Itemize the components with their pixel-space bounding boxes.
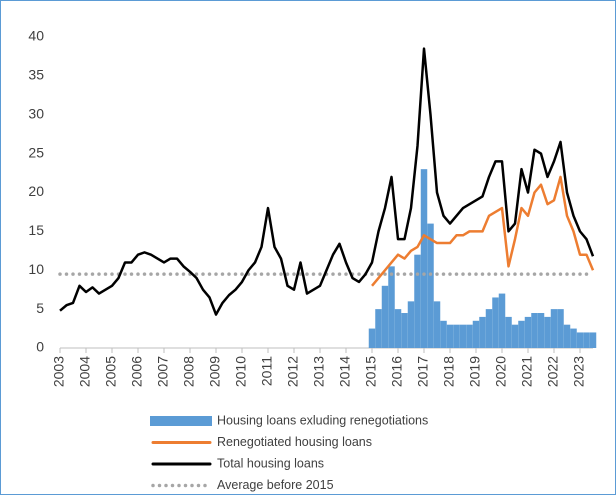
bar (401, 313, 408, 348)
bar (440, 320, 447, 348)
bar (583, 332, 590, 348)
bar (381, 285, 389, 348)
bar (420, 169, 428, 348)
bar (446, 324, 454, 348)
bar (407, 301, 415, 348)
bar (537, 313, 545, 348)
y-tick-label: 10 (28, 261, 44, 277)
x-tick-label: 2007 (155, 356, 171, 387)
legend-label: Housing loans exluding renegotiations (217, 413, 428, 427)
bar (505, 316, 512, 348)
x-tick-label: 2016 (389, 356, 405, 387)
y-tick-label: 20 (28, 183, 44, 199)
x-tick-label: 2009 (207, 356, 223, 387)
bar (498, 293, 506, 348)
bar (531, 313, 538, 348)
x-tick-label: 2006 (129, 356, 145, 387)
x-tick-label: 2019 (467, 356, 483, 387)
bar (427, 223, 434, 348)
x-tick-label: 2014 (337, 356, 353, 387)
bar (524, 316, 532, 348)
y-tick-label: 30 (28, 105, 44, 121)
bar (459, 324, 467, 348)
bar (492, 297, 499, 348)
legend-label: Renegotiated housing loans (217, 435, 372, 449)
legend-swatch (150, 416, 212, 426)
y-tick-label: 40 (28, 28, 44, 44)
bar (485, 309, 493, 348)
bar (414, 254, 421, 348)
x-tick-label: 2003 (51, 356, 67, 387)
bar (563, 324, 571, 348)
legend-label: Total housing loans (217, 456, 324, 470)
x-tick-label: 2004 (77, 356, 93, 387)
bar (433, 301, 441, 348)
x-tick-label: 2008 (181, 356, 197, 387)
x-tick-label: 2005 (103, 356, 119, 387)
x-tick-label: 2022 (545, 356, 561, 387)
bar (466, 324, 473, 348)
bar (544, 316, 551, 348)
bar (368, 328, 376, 348)
bar (550, 309, 558, 348)
bar (518, 320, 525, 348)
y-tick-label: 25 (28, 144, 44, 160)
bar (472, 320, 480, 348)
x-tick-label: 2018 (441, 356, 457, 387)
bar (589, 332, 597, 348)
bar (394, 309, 402, 348)
x-tick-label: 2011 (259, 356, 275, 386)
x-tick-label: 2021 (519, 356, 535, 387)
bar (511, 324, 519, 348)
x-tick-label: 2015 (363, 356, 379, 387)
x-tick-label: 2013 (311, 356, 327, 387)
bar (570, 328, 577, 348)
x-tick-label: 2020 (493, 356, 509, 387)
x-tick-label: 2017 (415, 356, 431, 387)
legend-label: Average before 2015 (217, 478, 334, 492)
y-tick-label: 35 (28, 67, 44, 83)
bar (479, 316, 486, 348)
bar (375, 309, 382, 348)
x-tick-label: 2010 (233, 356, 249, 387)
line (59, 47, 595, 316)
y-tick-label: 15 (28, 222, 44, 238)
y-tick-label: 0 (36, 339, 44, 355)
bar (576, 332, 584, 348)
y-tick-label: 5 (36, 300, 44, 316)
bar (557, 309, 564, 348)
x-tick-label: 2012 (285, 356, 301, 387)
x-tick-label: 2023 (571, 356, 587, 387)
bar (388, 266, 395, 348)
bar (453, 324, 460, 348)
line (371, 175, 595, 287)
